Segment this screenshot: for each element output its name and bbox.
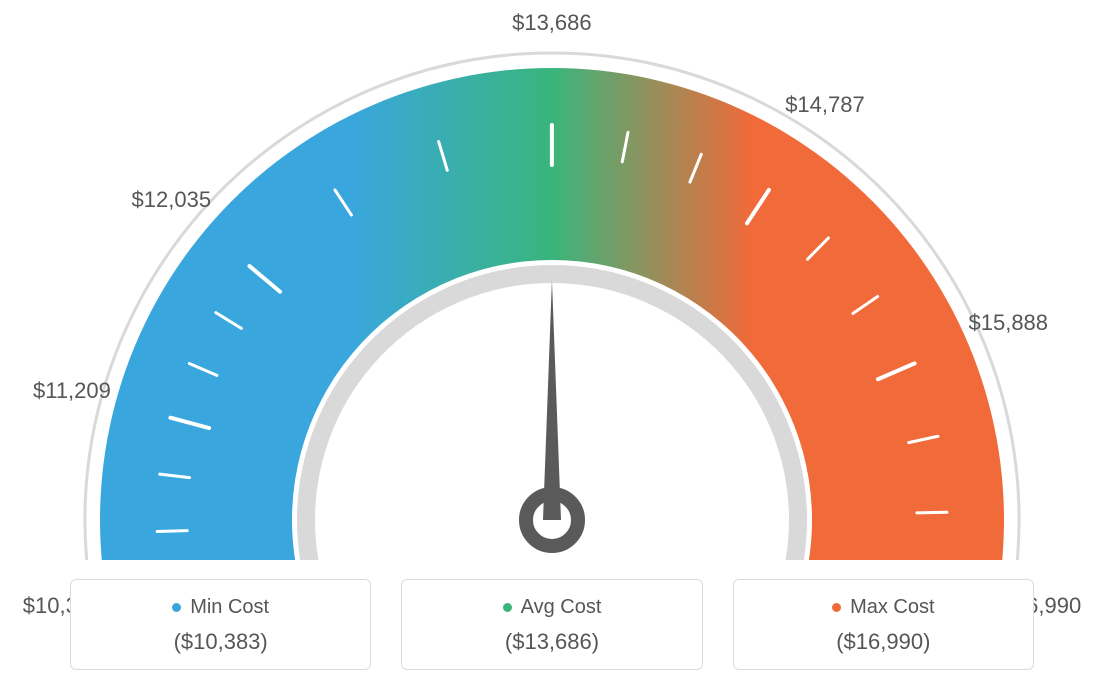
gauge-svg <box>0 0 1104 560</box>
bullet-max-icon <box>832 603 841 612</box>
bullet-avg-icon <box>503 603 512 612</box>
legend-title-avg: Avg Cost <box>503 596 602 619</box>
legend-value-min: ($10,383) <box>81 629 360 655</box>
legend-value-avg: ($13,686) <box>412 629 691 655</box>
gauge-tick-label: $11,209 <box>33 378 111 404</box>
legend-row: Min Cost ($10,383) Avg Cost ($13,686) Ma… <box>70 579 1034 670</box>
bullet-min-icon <box>172 603 181 612</box>
legend-value-max: ($16,990) <box>744 629 1023 655</box>
legend-title-max: Max Cost <box>832 596 934 619</box>
gauge-tick-minor <box>917 512 947 513</box>
legend-title-min: Min Cost <box>172 596 269 619</box>
cost-gauge-chart: $10,383$11,209$12,035$13,686$14,787$15,8… <box>0 0 1104 690</box>
legend-title-max-label: Max Cost <box>850 596 934 619</box>
gauge-tick-label: $14,787 <box>785 92 865 118</box>
legend-card-max: Max Cost ($16,990) <box>733 579 1034 670</box>
gauge-tick-label: $13,686 <box>512 10 592 36</box>
gauge-tick-label: $15,888 <box>969 310 1049 336</box>
legend-card-avg: Avg Cost ($13,686) <box>401 579 702 670</box>
gauge-tick-minor <box>157 531 187 532</box>
gauge-needle <box>543 280 561 520</box>
legend-title-avg-label: Avg Cost <box>521 596 602 619</box>
legend-card-min: Min Cost ($10,383) <box>70 579 371 670</box>
legend-title-min-label: Min Cost <box>190 596 269 619</box>
gauge-area: $10,383$11,209$12,035$13,686$14,787$15,8… <box>0 0 1104 560</box>
gauge-tick-label: $12,035 <box>132 187 212 213</box>
